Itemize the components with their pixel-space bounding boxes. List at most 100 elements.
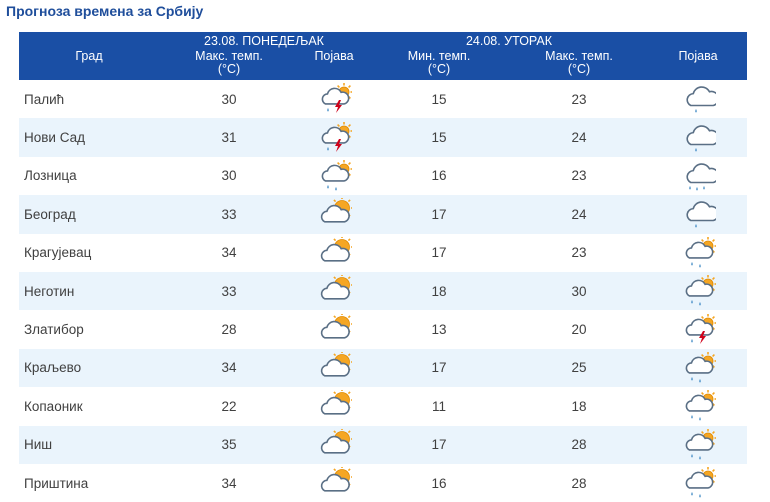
thunderstorm-sun-icon — [321, 83, 352, 114]
day2-min-temp: 18 — [369, 271, 509, 311]
thunderstorm-sun-icon — [685, 313, 716, 344]
thunderstorm-sun-icon — [321, 121, 352, 152]
day1-max-temp: 28 — [159, 310, 299, 349]
table-row: Нови Сад 31 15 24 — [19, 118, 747, 157]
city-name: Палић — [19, 80, 159, 119]
day2-min-temp: 17 — [369, 195, 509, 234]
header-day1-max: Макс. темп. (°C) — [159, 49, 299, 80]
table-row: Крагујевац 34 17 23 — [19, 233, 747, 272]
sun-cloud-rain-icon — [685, 467, 716, 498]
city-name: Копаоник — [19, 387, 159, 426]
day1-max-temp: 35 — [159, 425, 299, 464]
sun-cloud-rain-icon — [685, 275, 716, 306]
city-name: Нови Сад — [19, 118, 159, 157]
day2-min-temp: 17 — [369, 425, 509, 464]
day2-max-temp: 23 — [509, 233, 649, 272]
header-day2-phenomenon: Појава — [649, 32, 747, 80]
day1-weather — [299, 118, 369, 157]
day2-max-temp: 24 — [509, 195, 649, 234]
day2-max-temp: 24 — [509, 118, 649, 157]
day1-max-temp: 31 — [159, 118, 299, 157]
day1-weather — [299, 233, 369, 272]
day2-max-temp: 20 — [509, 310, 649, 349]
header-city: Град — [19, 32, 159, 80]
header-day1-max-label: Макс. темп. — [195, 49, 263, 63]
overcast-rain-icon — [686, 163, 716, 191]
header-row-columns: Макс. темп. (°C) Појава Мин. темп. (°C) … — [19, 49, 747, 80]
day1-max-temp: 22 — [159, 387, 299, 426]
day2-max-temp: 23 — [509, 80, 649, 119]
table-row: Ниш 35 17 28 — [19, 425, 747, 464]
sun-cloud-rain-icon — [685, 428, 716, 460]
sun-cloud-rain-icon — [685, 390, 716, 421]
table-row: Лозница 30 16 23 — [19, 156, 747, 196]
city-name: Лозница — [19, 156, 159, 196]
day1-max-temp: 33 — [159, 271, 299, 311]
overcast-light-rain-icon — [686, 201, 716, 228]
sun-behind-cloud-icon — [320, 428, 352, 454]
header-day1-date: 23.08. ПОНЕДЕЉАК — [159, 32, 369, 49]
overcast-light-rain-icon — [686, 124, 716, 152]
day2-max-temp: 25 — [509, 348, 649, 388]
day2-weather — [649, 425, 747, 464]
day2-max-temp: 28 — [509, 425, 649, 464]
sun-behind-cloud-icon — [320, 313, 352, 339]
day2-max-temp: 30 — [509, 271, 649, 311]
day2-min-temp: 11 — [369, 387, 509, 426]
header-day2-min-unit: (°C) — [427, 62, 451, 76]
day2-weather — [649, 463, 747, 502]
table-row: Неготин 33 18 30 — [19, 271, 747, 311]
city-name: Златибор — [19, 310, 159, 349]
overcast-light-rain-icon — [686, 86, 716, 113]
day1-max-temp: 33 — [159, 195, 299, 234]
day1-weather — [299, 271, 369, 311]
day2-min-temp: 15 — [369, 118, 509, 157]
day2-weather — [649, 233, 747, 272]
table-row: Златибор 28 13 20 — [19, 310, 747, 349]
table-row: Приштина 34 16 28 — [19, 463, 747, 502]
header-day2-max: Макс. темп. (°C) — [509, 49, 649, 80]
day2-min-temp: 13 — [369, 310, 509, 349]
day2-min-temp: 17 — [369, 348, 509, 388]
day1-weather — [299, 463, 369, 502]
sun-cloud-rain-icon — [685, 351, 716, 383]
sun-cloud-rain-icon — [321, 159, 352, 191]
table-row: Палић 30 15 23 — [19, 80, 747, 119]
sun-behind-cloud-icon — [320, 236, 352, 262]
sun-behind-cloud-icon — [320, 198, 352, 223]
sun-behind-cloud-icon — [320, 351, 352, 377]
day2-weather — [649, 310, 747, 349]
day2-max-temp: 28 — [509, 463, 649, 502]
day2-weather — [649, 118, 747, 157]
day1-weather — [299, 425, 369, 464]
day1-weather — [299, 80, 369, 119]
city-name: Крагујевац — [19, 233, 159, 272]
header-day2-min: Мин. темп. (°C) — [369, 49, 509, 80]
day1-weather — [299, 348, 369, 388]
city-name: Ниш — [19, 425, 159, 464]
day2-min-temp: 16 — [369, 463, 509, 502]
sun-behind-cloud-icon — [320, 467, 352, 492]
table-row: Копаоник 22 11 18 — [19, 387, 747, 426]
header-day2-max-label: Макс. темп. — [545, 49, 613, 63]
city-name: Краљево — [19, 348, 159, 388]
sun-cloud-rain-icon — [685, 236, 716, 268]
sun-behind-cloud-icon — [320, 275, 352, 300]
day2-weather — [649, 271, 747, 311]
day2-weather — [649, 387, 747, 426]
header-day2-min-label: Мин. темп. — [407, 49, 471, 63]
table-row: Краљево 34 17 25 — [19, 348, 747, 388]
city-name: Београд — [19, 195, 159, 234]
city-name: Приштина — [19, 463, 159, 502]
day1-max-temp: 34 — [159, 233, 299, 272]
day1-weather — [299, 195, 369, 234]
forecast-table: Град 23.08. ПОНЕДЕЉАК 24.08. УТОРАК Поја… — [19, 32, 747, 502]
city-name: Неготин — [19, 271, 159, 311]
day2-weather — [649, 80, 747, 119]
day1-weather — [299, 310, 369, 349]
page-title: Прогноза времена за Србију — [6, 3, 204, 19]
forecast-body: Палић 30 15 23 Нови Сад 31 15 24 Лозница 30 16 23 Бе… — [19, 80, 747, 502]
header-day1-max-unit: (°C) — [217, 62, 241, 76]
day2-min-temp: 17 — [369, 233, 509, 272]
day2-min-temp: 16 — [369, 156, 509, 196]
